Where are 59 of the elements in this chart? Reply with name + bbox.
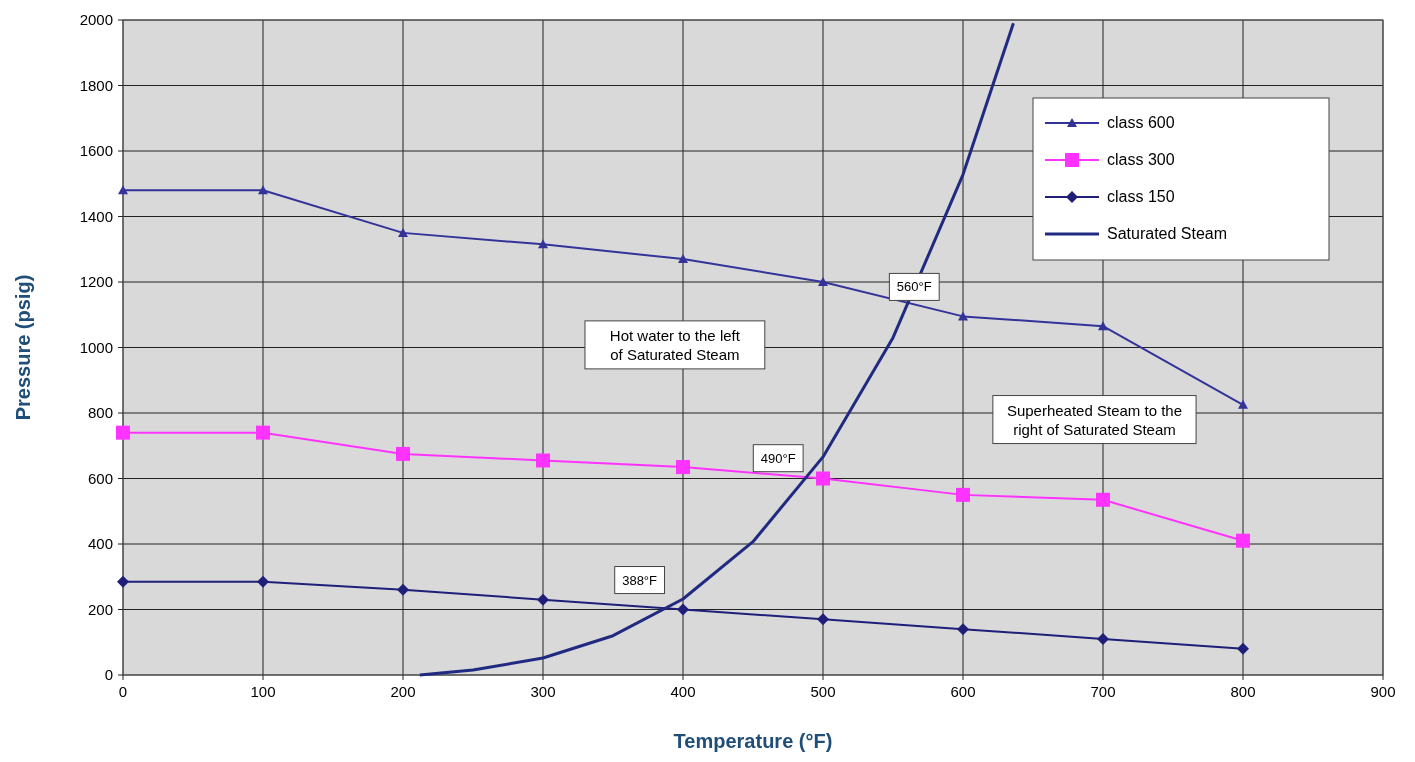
point [1237, 642, 1249, 655]
point [1098, 321, 1108, 331]
point [816, 471, 830, 486]
point [118, 185, 128, 195]
point [1236, 533, 1250, 548]
x-tick-label: 200 [390, 683, 416, 700]
point [258, 185, 268, 195]
annotation: 560°F [896, 279, 932, 295]
x-tick-label: 0 [118, 683, 128, 700]
y-tick-label: 2000 [79, 11, 113, 28]
point [256, 425, 270, 440]
point [677, 603, 689, 616]
x-axis-title: Temperature (°F) [673, 730, 833, 752]
y-axis-title: Pressure (psig) [12, 274, 34, 421]
x-tick-label: 500 [810, 683, 836, 700]
point [116, 425, 130, 440]
point [956, 487, 970, 502]
legend-label: class 300 [1107, 151, 1175, 168]
point [538, 239, 548, 249]
x-tick-label: 300 [530, 683, 556, 700]
point [678, 254, 688, 264]
y-tick-label: 600 [87, 469, 113, 487]
point [1238, 399, 1248, 409]
annotation: 388°F [622, 572, 658, 588]
y-tick-label: 1200 [79, 273, 113, 290]
legend-label: class 150 [1107, 188, 1175, 205]
point [676, 460, 690, 475]
y-tick-label: 400 [87, 535, 113, 552]
legend-label: Saturated Steam [1107, 225, 1228, 242]
annotation: Superheated Steam to the right of Saturated Steam [1006, 401, 1183, 438]
annotation: 490°F [760, 450, 796, 466]
y-tick-label: 0 [104, 666, 113, 683]
y-tick-label: 1800 [79, 76, 113, 94]
x-tick-label: 900 [1370, 683, 1396, 700]
point [257, 575, 269, 588]
y-tick-label: 1400 [79, 207, 113, 225]
point [818, 277, 828, 286]
point [537, 593, 549, 606]
point [817, 613, 829, 626]
x-tick-label: 400 [670, 683, 696, 700]
point [958, 311, 968, 321]
annotation: Hot water to the left of Saturated Steam [609, 326, 741, 363]
point [1096, 492, 1110, 507]
y-tick-label: 800 [87, 404, 113, 421]
x-tick-label: 800 [1230, 683, 1256, 700]
y-tick-label: 200 [87, 600, 113, 618]
x-tick-label: 700 [1090, 683, 1116, 700]
point [117, 575, 129, 588]
point [1097, 632, 1109, 645]
x-tick-label: 600 [950, 683, 976, 700]
point [397, 583, 409, 596]
y-tick-label: 1000 [79, 338, 113, 356]
legend-label: class 600 [1107, 114, 1175, 131]
point [957, 623, 969, 636]
y-tick-label: 1600 [79, 142, 113, 159]
x-tick-label: 100 [250, 683, 276, 700]
point [396, 446, 410, 461]
point [536, 453, 550, 468]
point [398, 227, 408, 237]
